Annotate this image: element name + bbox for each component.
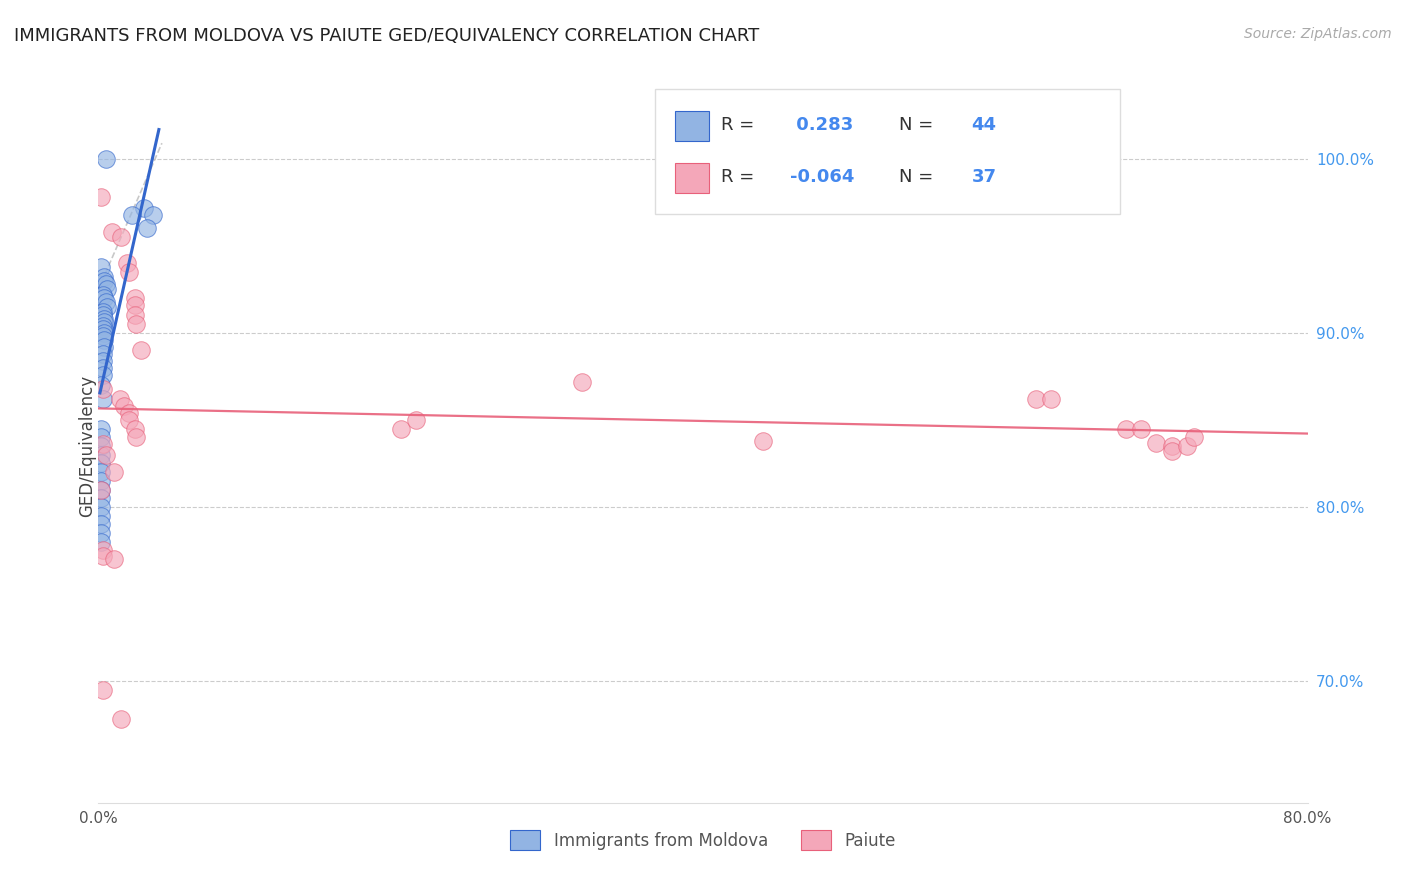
Point	[571, 375, 593, 389]
Point	[90, 448, 112, 462]
Point	[125, 317, 148, 331]
Point	[93, 326, 115, 340]
Point	[90, 465, 112, 479]
Point	[93, 312, 115, 326]
Point	[405, 413, 427, 427]
Bar	[675, 162, 709, 193]
Point	[1160, 439, 1182, 453]
Point	[90, 457, 112, 471]
Point	[103, 552, 125, 566]
Point	[93, 333, 115, 347]
Text: N =: N =	[898, 168, 939, 186]
Point	[94, 277, 117, 292]
Point	[101, 225, 124, 239]
Point	[90, 491, 112, 506]
Point	[93, 315, 115, 329]
Point	[112, 399, 135, 413]
Point	[90, 190, 112, 204]
Point	[124, 291, 146, 305]
Point	[90, 439, 112, 453]
Point	[103, 465, 125, 479]
Point	[1160, 444, 1182, 458]
Point	[94, 448, 117, 462]
Point	[93, 270, 115, 285]
Point	[96, 282, 118, 296]
Point	[93, 340, 115, 354]
Point	[90, 500, 112, 514]
Point	[91, 329, 114, 343]
Point	[91, 360, 114, 375]
Point	[90, 260, 112, 274]
Point	[91, 382, 114, 396]
Point	[118, 406, 141, 420]
Point	[124, 309, 146, 323]
Point	[1182, 430, 1205, 444]
Point	[90, 483, 112, 497]
Point	[94, 294, 117, 309]
Point	[91, 368, 114, 382]
Point	[1024, 392, 1046, 406]
Point	[90, 430, 112, 444]
Point	[93, 291, 115, 305]
Point	[90, 483, 112, 497]
Point	[1175, 439, 1198, 453]
Point	[90, 517, 112, 532]
Point	[110, 712, 132, 726]
Point	[91, 318, 114, 333]
Text: 44: 44	[972, 116, 997, 134]
Text: 37: 37	[972, 168, 997, 186]
Point	[124, 298, 146, 312]
Point	[91, 437, 114, 451]
Point	[108, 392, 131, 406]
Text: IMMIGRANTS FROM MOLDOVA VS PAIUTE GED/EQUIVALENCY CORRELATION CHART: IMMIGRANTS FROM MOLDOVA VS PAIUTE GED/EQ…	[14, 27, 759, 45]
Point	[121, 207, 143, 221]
Point	[91, 543, 114, 558]
Point	[110, 230, 132, 244]
Point	[90, 526, 112, 541]
Point	[93, 274, 115, 288]
Point	[90, 508, 112, 523]
Y-axis label: GED/Equivalency: GED/Equivalency	[79, 375, 96, 517]
Point	[129, 343, 152, 358]
Point	[96, 300, 118, 314]
Bar	[675, 111, 709, 141]
Point	[142, 207, 165, 221]
Point	[91, 305, 114, 319]
Legend: Immigrants from Moldova, Paiute: Immigrants from Moldova, Paiute	[502, 822, 904, 859]
Point	[94, 152, 117, 166]
Point	[752, 434, 775, 448]
FancyBboxPatch shape	[655, 89, 1121, 214]
Text: Source: ZipAtlas.com: Source: ZipAtlas.com	[1244, 27, 1392, 41]
Point	[389, 421, 412, 435]
Point	[91, 287, 114, 301]
Point	[125, 430, 148, 444]
Text: R =: R =	[721, 168, 761, 186]
Point	[1144, 435, 1167, 450]
Point	[91, 322, 114, 336]
Text: 0.283: 0.283	[790, 116, 853, 134]
Point	[91, 353, 114, 368]
Point	[1130, 421, 1153, 435]
Text: -0.064: -0.064	[790, 168, 855, 186]
Point	[90, 378, 112, 392]
Point	[90, 474, 112, 488]
Point	[91, 682, 114, 697]
Point	[90, 534, 112, 549]
Text: N =: N =	[898, 116, 939, 134]
Text: R =: R =	[721, 116, 761, 134]
Point	[1039, 392, 1062, 406]
Point	[124, 421, 146, 435]
Point	[135, 221, 157, 235]
Point	[91, 392, 114, 406]
Point	[91, 309, 114, 323]
Point	[118, 413, 141, 427]
Point	[118, 265, 141, 279]
Point	[90, 421, 112, 435]
Point	[1115, 421, 1137, 435]
Point	[91, 549, 114, 563]
Point	[91, 347, 114, 361]
Point	[132, 201, 155, 215]
Point	[115, 256, 138, 270]
